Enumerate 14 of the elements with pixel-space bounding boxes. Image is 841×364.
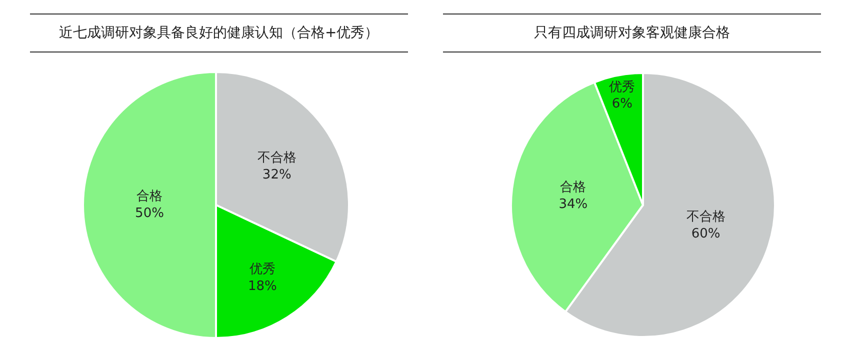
slice-label: 优秀 xyxy=(249,262,276,278)
slice-label: 不合格 xyxy=(257,150,296,166)
data-label: 32% xyxy=(262,167,292,182)
data-label: 60% xyxy=(691,226,720,242)
data-label: 6% xyxy=(612,96,632,112)
slice-label: 合格 xyxy=(560,180,586,196)
slice-label: 优秀 xyxy=(609,80,636,95)
data-label: 34% xyxy=(558,197,588,212)
data-label: 18% xyxy=(248,279,277,294)
chart-title: 近七成调研对象具备良好的健康认知（合格+优秀） xyxy=(59,25,379,41)
chart-title: 只有四成调研对象客观健康合格 xyxy=(534,25,730,41)
slice-label: 不合格 xyxy=(686,209,726,224)
data-label: 50% xyxy=(135,206,164,221)
slice-label: 合格 xyxy=(136,189,162,204)
